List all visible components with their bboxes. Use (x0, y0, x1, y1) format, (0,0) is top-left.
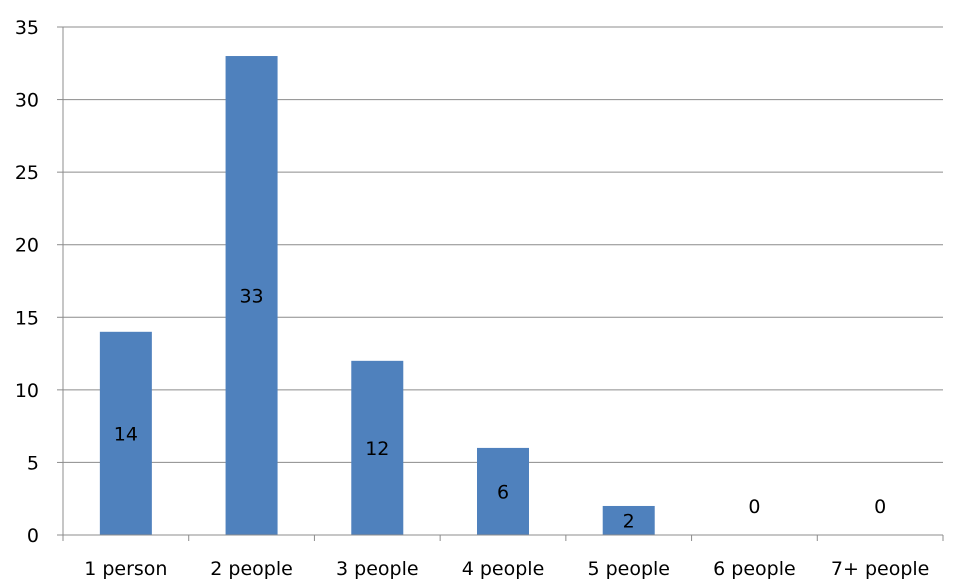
y-tick-label: 5 (27, 452, 39, 474)
bar (602, 505, 655, 535)
y-tick-label: 30 (15, 90, 39, 112)
y-tick-label: 10 (15, 380, 39, 402)
axes (62, 27, 943, 536)
data-label: 6 (497, 481, 509, 503)
bar (351, 360, 404, 535)
y-tick-labels: 0 5 10 15 20 25 30 35 (15, 17, 39, 547)
x-tick-label: 3 people (336, 558, 419, 580)
x-tick-label: 6 people (713, 558, 796, 580)
x-tick-label: 2 people (210, 558, 293, 580)
data-label: 0 (748, 496, 760, 518)
y-tick-label: 25 (15, 162, 39, 184)
data-label: 12 (365, 438, 389, 460)
y-tick-label: 0 (27, 525, 39, 547)
y-tick-label: 15 (15, 307, 39, 329)
data-label: 0 (874, 496, 886, 518)
data-label: 14 (114, 423, 138, 445)
bar (99, 331, 152, 535)
x-tick-labels: 1 person 2 people 3 people 4 people 5 people… (62, 535, 944, 580)
bar (225, 56, 278, 536)
data-label: 33 (239, 286, 263, 308)
data-labels: 14 33 12 6 2 0 0 (114, 286, 886, 533)
y-tick-label: 20 (15, 235, 39, 257)
x-tick-label: 7+ people (831, 558, 929, 580)
x-tick-label: 4 people (462, 558, 545, 580)
bars (99, 56, 655, 536)
bar (477, 447, 529, 535)
x-tick-label: 1 person (84, 558, 167, 580)
y-tick-label: 35 (15, 17, 39, 39)
data-label: 2 (623, 510, 635, 532)
gridlines (57, 26, 943, 536)
x-tick-label: 5 people (587, 558, 670, 580)
